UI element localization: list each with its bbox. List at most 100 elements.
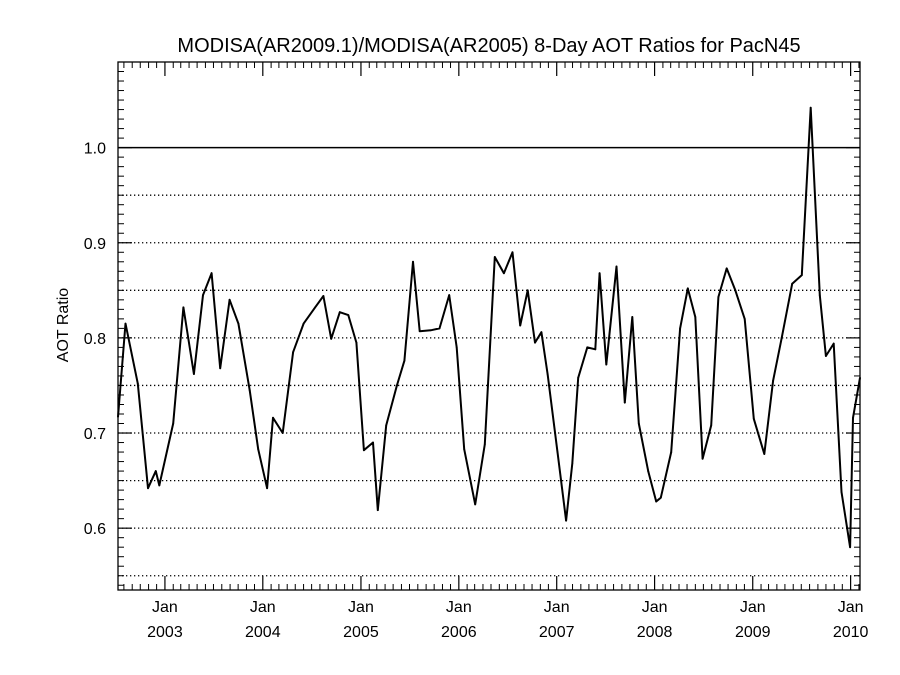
data-point (511, 251, 514, 254)
data-point (526, 289, 529, 292)
data-point (202, 294, 204, 296)
data-point (483, 443, 486, 446)
data-point (412, 260, 414, 263)
data-point (647, 470, 650, 472)
x-tick-month: Jan (250, 599, 276, 616)
data-point (302, 322, 305, 325)
data-point (463, 448, 466, 451)
data-point (272, 416, 274, 419)
data-point (448, 294, 451, 296)
x-tick-month: Jan (152, 599, 178, 616)
data-point (710, 424, 713, 427)
data-series (117, 106, 861, 549)
series-line (117, 106, 861, 549)
data-point (605, 363, 608, 366)
data-point (266, 487, 268, 490)
data-point (438, 327, 441, 330)
x-tick-year: 2004 (245, 624, 281, 641)
data-point (852, 416, 854, 419)
data-point (228, 298, 231, 301)
data-point (659, 496, 662, 499)
data-point (637, 422, 640, 425)
data-point (396, 384, 398, 387)
data-point (429, 329, 432, 332)
y-tick-label: 0.8 (84, 331, 106, 348)
data-point (832, 342, 835, 345)
data-point (338, 311, 341, 314)
data-point (571, 462, 574, 465)
data-point (330, 337, 333, 340)
y-axis-label: AOT Ratio (55, 288, 72, 363)
data-point (136, 382, 139, 385)
plot-frame (117, 61, 861, 591)
data-point (615, 265, 618, 268)
x-tick-month: Jan (446, 599, 472, 616)
data-point (540, 331, 543, 334)
data-point (623, 401, 626, 404)
x-tick-month: Jan (544, 599, 570, 616)
data-point (193, 373, 195, 375)
data-point (219, 367, 222, 370)
data-point (655, 500, 658, 503)
x-tick-year: 2005 (343, 624, 379, 641)
data-point (780, 337, 783, 339)
x-tick-year: 2006 (441, 624, 477, 641)
data-point (594, 348, 597, 351)
data-point (248, 389, 251, 392)
data-point (493, 256, 496, 258)
data-point (281, 432, 284, 434)
data-point (534, 341, 536, 344)
data-point (577, 376, 580, 379)
data-point (376, 509, 379, 511)
data-point (385, 424, 388, 427)
chart-title: MODISA(AR2009.1)/MODISA(AR2005) 8-Day AO… (177, 35, 800, 57)
x-tick-year: 2010 (833, 624, 869, 641)
data-point (154, 470, 157, 472)
data-point (809, 106, 812, 109)
axis-ticks (118, 62, 860, 590)
x-tick-month: Jan (740, 599, 766, 616)
y-tick-label: 0.7 (84, 426, 106, 443)
data-point (237, 322, 240, 325)
data-point (124, 322, 127, 325)
y-tick-label: 1.0 (84, 141, 106, 158)
data-point (825, 355, 827, 357)
data-point (147, 487, 149, 490)
data-point (791, 282, 794, 285)
data-point (631, 316, 634, 318)
data-point (474, 503, 477, 506)
x-tick-year: 2003 (147, 624, 183, 641)
data-point (763, 453, 766, 455)
data-point (347, 314, 350, 316)
data-point (586, 346, 589, 349)
data-point (772, 379, 774, 382)
data-point (556, 451, 559, 453)
data-point (172, 422, 175, 425)
data-point (734, 289, 737, 292)
data-point (598, 272, 601, 275)
data-point (670, 451, 673, 453)
data-point (519, 324, 522, 327)
data-point (314, 306, 316, 309)
x-tick-labels: Jan 2003 Jan 2004 Jan 2005 Jan 2006 Jan 2007 Jan 20… (147, 599, 868, 641)
data-point (403, 359, 406, 362)
data-point (372, 441, 374, 444)
y-tick-label: 0.9 (84, 236, 106, 253)
data-point (292, 351, 294, 354)
gridlines (118, 194, 860, 577)
data-point (503, 272, 505, 275)
data-point (363, 449, 365, 452)
data-point (840, 491, 843, 493)
data-point (743, 318, 746, 320)
data-point (322, 295, 325, 297)
x-tick-month: Jan (642, 599, 668, 616)
data-point (257, 448, 260, 451)
data-point (694, 316, 697, 318)
data-point (546, 373, 549, 375)
y-tick-label: 0.6 (84, 521, 106, 538)
data-point (158, 484, 161, 487)
data-point (455, 346, 458, 349)
data-point (418, 330, 421, 333)
data-point (565, 519, 567, 522)
